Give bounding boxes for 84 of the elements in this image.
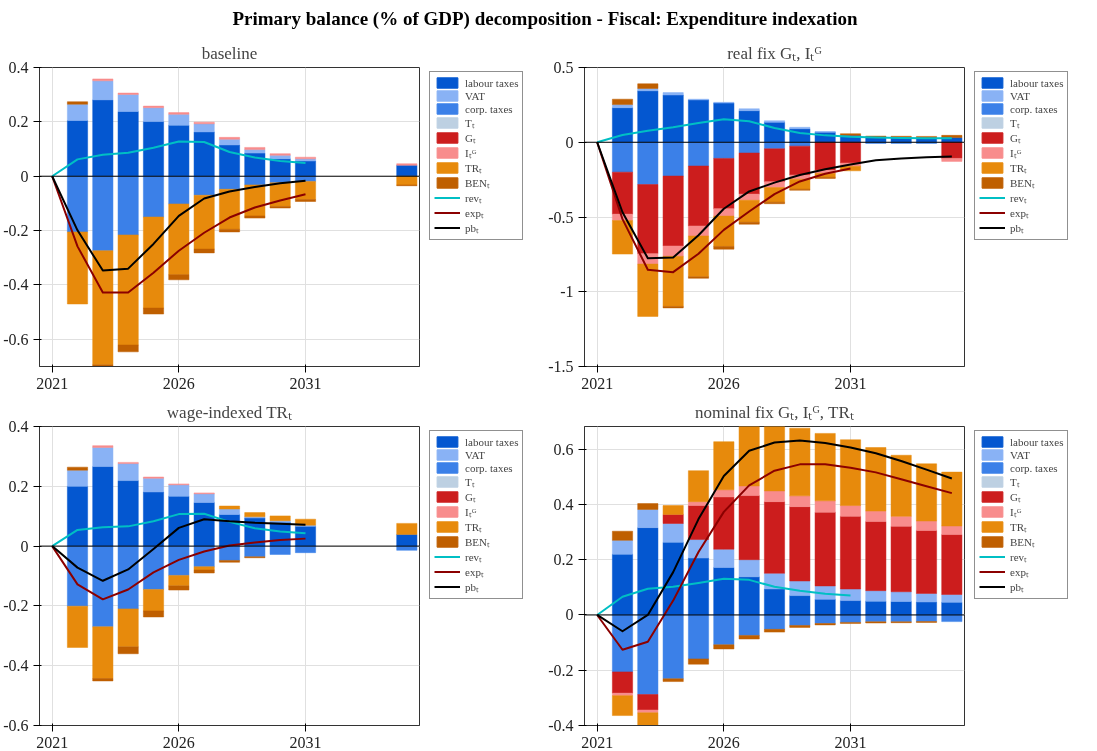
legend-label: TRₜ [1010, 520, 1029, 534]
x-tick-label: 2026 [162, 374, 195, 392]
legend-label: TRₜ [1010, 161, 1029, 175]
legend-label: expₜ [465, 565, 485, 579]
legend-label: expₜ [1010, 565, 1030, 579]
legend-label: expₜ [1010, 206, 1030, 220]
legend-label: Iₜᴳ [1010, 146, 1023, 160]
x-tick-label: 2031 [289, 374, 322, 392]
chart-subtitle: baseline [201, 43, 258, 63]
y-tick-label: 0.2 [8, 477, 29, 495]
legend-label: pbₜ [465, 580, 480, 594]
legend-label: revₜ [465, 191, 484, 205]
legend-label: Gₜ [465, 490, 477, 504]
legend-label: labour taxes [465, 435, 519, 448]
legend-label: Tₜ [465, 475, 476, 489]
chart-title: wage-indexed TRₜ [166, 402, 292, 422]
legend-label: expₜ [465, 206, 485, 220]
x-tick-label: 2026 [162, 733, 195, 751]
legend-label: Gₜ [1010, 490, 1022, 504]
x-tick-label: 2021 [581, 733, 614, 751]
legend-label: Tₜ [465, 116, 476, 130]
legend-label: revₜ [1010, 191, 1029, 205]
x-tick-label: 2031 [834, 733, 867, 751]
legend-label: TRₜ [465, 520, 484, 534]
y-tick-label: -1 [560, 283, 574, 301]
legend-label: corp. taxes [1010, 461, 1058, 474]
x-tick-label: 2031 [834, 374, 867, 392]
y-tick-label: 0.4 [8, 418, 29, 435]
legend-label: pbₜ [465, 221, 480, 235]
y-tick-label: 0.4 [553, 495, 574, 513]
legend-label: revₜ [1010, 550, 1029, 564]
legend-label: BENₜ [465, 176, 490, 190]
legend-label: pbₜ [1010, 221, 1025, 235]
legend-label: TRₜ [465, 161, 484, 175]
legend-label: VAT [1010, 448, 1030, 461]
chart-title: nominal fix Gₜ, Iₜᴳ, TRₜ [694, 402, 854, 422]
text: Primary balance (% of GDP) decomposition - Fiscal: Expenditure indexation [232, 8, 858, 29]
y-tick-label: 0.6 [553, 440, 574, 458]
y-tick-label: -0.2 [3, 222, 29, 240]
legend-label: labour taxes [465, 76, 519, 89]
legend-label: revₜ [465, 550, 484, 564]
chart-title: real fix Gₜ, Iₜᴳ [727, 43, 822, 63]
x-tick-label: 2031 [289, 733, 322, 751]
legend-label: VAT [465, 448, 485, 461]
legend-label: Gₜ [1010, 131, 1022, 145]
legend-label: corp. taxes [465, 461, 513, 474]
y-tick-label: -0.2 [548, 661, 574, 679]
x-tick-label: 2021 [36, 374, 69, 392]
legend-label: corp. taxes [465, 102, 513, 115]
y-tick-label: 0 [20, 537, 29, 555]
y-tick-label: -0.2 [3, 597, 29, 615]
y-tick-label: -0.4 [3, 657, 29, 675]
legend-label: Iₜᴳ [465, 505, 478, 519]
y-tick-label: -0.5 [548, 208, 574, 226]
x-tick-label: 2026 [707, 374, 740, 392]
legend-label: pbₜ [1010, 580, 1025, 594]
legend-label: corp. taxes [1010, 102, 1058, 115]
legend-label: BENₜ [1010, 535, 1035, 549]
y-tick-label: 0 [565, 606, 574, 624]
y-tick-label: 0.2 [8, 113, 29, 131]
legend-label: labour taxes [1010, 435, 1064, 448]
legend-label: BENₜ [1010, 176, 1035, 190]
x-tick-label: 2021 [581, 374, 614, 392]
legend-label: Tₜ [1010, 116, 1021, 130]
y-tick-label: -0.6 [3, 717, 29, 734]
y-tick-label: -0.4 [548, 717, 574, 734]
y-tick-label: -1.5 [548, 358, 574, 375]
legend-label: Iₜᴳ [1010, 505, 1023, 519]
y-tick-label: 0 [20, 167, 29, 185]
y-tick-label: -0.4 [3, 276, 29, 294]
y-tick-label: 0.2 [553, 551, 574, 569]
y-tick-label: 0 [565, 133, 574, 151]
x-tick-label: 2021 [36, 733, 69, 751]
legend-label: Gₜ [465, 131, 477, 145]
x-tick-label: 2026 [707, 733, 740, 751]
legend-label: BENₜ [465, 535, 490, 549]
y-tick-label: -0.6 [3, 330, 29, 348]
legend-label: VAT [1010, 89, 1030, 102]
y-tick-label: 0.5 [553, 59, 574, 76]
legend-label: Tₜ [1010, 475, 1021, 489]
y-tick-label: 0.4 [8, 59, 29, 76]
legend-label: Iₜᴳ [465, 146, 478, 160]
legend-label: labour taxes [1010, 76, 1064, 89]
legend-label: VAT [465, 89, 485, 102]
